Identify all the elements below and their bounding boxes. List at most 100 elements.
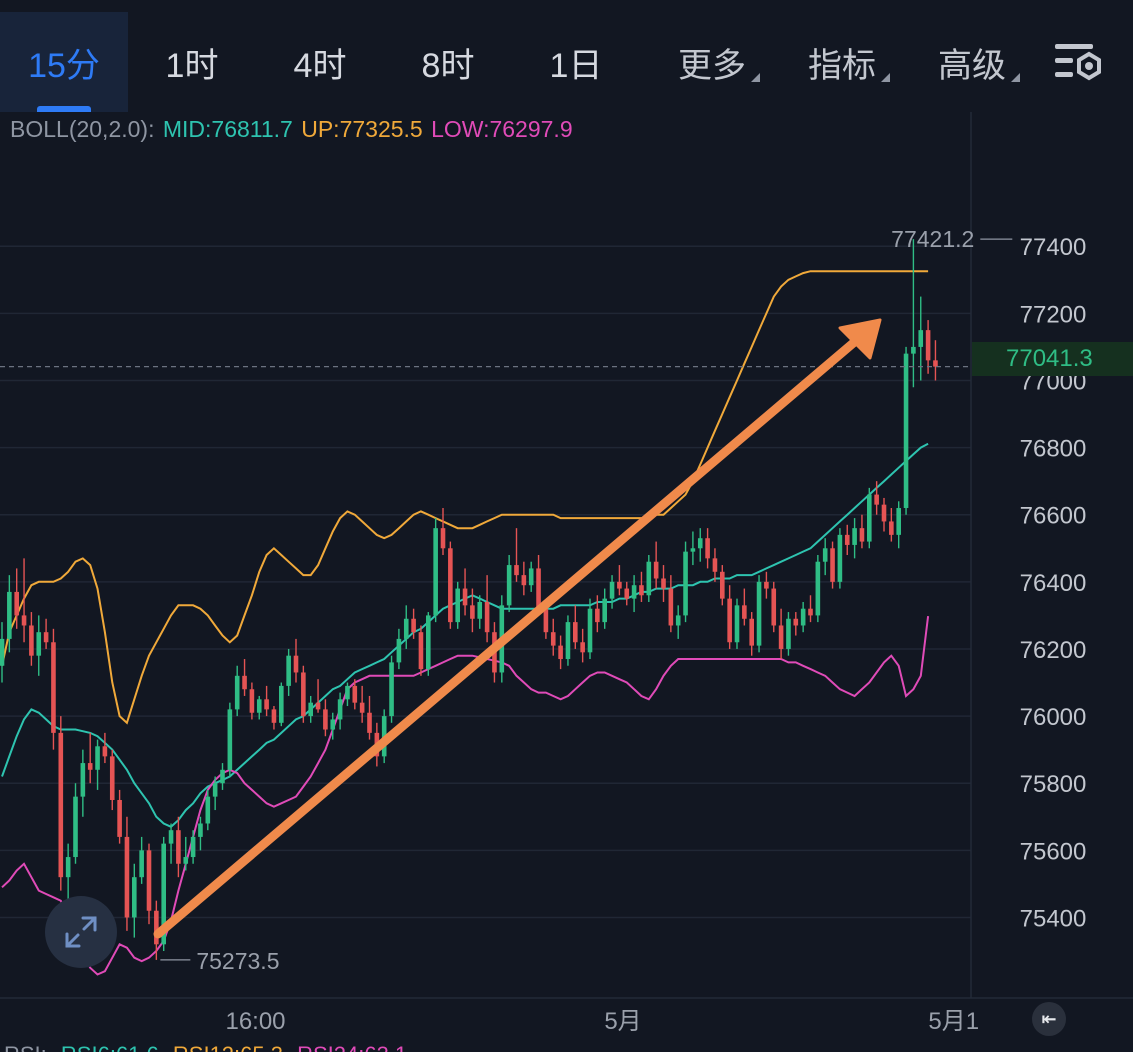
price-tick-label: 76600 (1020, 503, 1087, 530)
price-tick-label: 75400 (1020, 905, 1087, 932)
candle (727, 585, 732, 649)
candle-body (742, 605, 747, 619)
candle (903, 346, 909, 515)
candle-body (337, 699, 343, 720)
candle-body (543, 608, 549, 633)
candle (124, 816, 130, 931)
candle-body (756, 581, 762, 646)
candle-body (462, 588, 468, 606)
candle (146, 843, 152, 925)
candle (867, 487, 872, 549)
candle (117, 789, 122, 844)
candle (844, 524, 850, 555)
candle-body (771, 588, 777, 626)
rsi-legend: RSI: RSI6:61.6 RSI12:65.3 RSI24:63.1 (4, 1040, 415, 1052)
candle (558, 635, 563, 670)
candle (455, 581, 460, 629)
candle (793, 612, 799, 636)
candle (176, 816, 181, 878)
candle (308, 695, 313, 723)
candle-body (889, 521, 894, 535)
candle-body (293, 655, 299, 673)
candle-body (29, 625, 34, 656)
candle-body (65, 857, 71, 878)
candle-body (536, 568, 541, 609)
tab-15m[interactable]: 15分 (0, 12, 128, 112)
candle-body (146, 850, 152, 911)
candle (65, 843, 71, 901)
candle (58, 716, 64, 891)
candle-body (484, 601, 490, 633)
dropdown-label: 高级 (938, 46, 1006, 85)
candle-body (345, 685, 350, 700)
candle (462, 568, 468, 616)
candle-body (653, 561, 659, 579)
candle (426, 612, 431, 676)
candle-body (161, 843, 166, 945)
more-dropdown[interactable]: 更多 (660, 12, 764, 112)
dropdown-caret-icon (1011, 73, 1020, 82)
candle-body (301, 672, 306, 717)
candle-body (80, 763, 86, 797)
tab-1d[interactable]: 1日 (512, 12, 640, 112)
candle-body (690, 548, 696, 552)
boll-low-value: LOW:76297.9 (431, 116, 573, 142)
candle-body (734, 605, 740, 643)
rsi24-value: RSI24:63.1 (297, 1042, 407, 1052)
chart-settings-icon[interactable] (1053, 40, 1105, 84)
price-tick-label: 77400 (1020, 234, 1087, 261)
candle (484, 575, 490, 643)
candle (95, 739, 100, 790)
candle-body (411, 618, 416, 633)
candle (881, 497, 887, 532)
tab-8h[interactable]: 8时 (384, 12, 512, 112)
candle-body (433, 528, 438, 616)
candle-body (528, 568, 534, 586)
advanced-dropdown[interactable]: 高级 (920, 12, 1024, 112)
candle-body (786, 618, 791, 649)
candle-body (793, 618, 799, 626)
candle (565, 615, 571, 666)
candle-body (139, 850, 144, 878)
candle-body (426, 615, 431, 670)
candle-body (712, 558, 718, 572)
candle-body (852, 528, 857, 545)
candle (683, 541, 688, 623)
candle-body (0, 638, 5, 666)
candle-body (470, 605, 475, 619)
candle-body (455, 588, 460, 623)
candle-body (580, 642, 585, 653)
candle-body (190, 836, 196, 858)
candle-body (573, 622, 578, 643)
candle (653, 541, 659, 589)
boll-up-line (1, 270, 929, 725)
candle-body (109, 756, 115, 800)
candle-body (124, 836, 130, 918)
tab-1h[interactable]: 1时 (128, 12, 256, 112)
candle (21, 558, 27, 643)
rsi6-value: RSI6:61.6 (61, 1042, 159, 1052)
candle (668, 575, 674, 633)
time-tick-label: 16:00 (225, 1008, 285, 1035)
scroll-to-latest-button[interactable]: ⇤ (1032, 1002, 1066, 1036)
candle (617, 565, 622, 596)
fullscreen-button[interactable] (45, 896, 117, 968)
candle-body (477, 601, 483, 619)
candle-body (844, 534, 850, 545)
indicators-dropdown[interactable]: 指标 (790, 12, 894, 112)
candle-body (396, 638, 402, 663)
candle (0, 622, 5, 683)
candle-body (911, 346, 916, 354)
candle (36, 615, 42, 676)
candle (852, 518, 857, 559)
candle (859, 514, 865, 549)
candle (631, 575, 637, 613)
candle (580, 628, 585, 663)
candle (528, 561, 534, 592)
candle (249, 682, 255, 720)
candle (521, 561, 527, 596)
tab-4h[interactable]: 4时 (256, 12, 384, 112)
rsi-name: RSI: (4, 1042, 47, 1052)
candle-body (234, 675, 240, 710)
